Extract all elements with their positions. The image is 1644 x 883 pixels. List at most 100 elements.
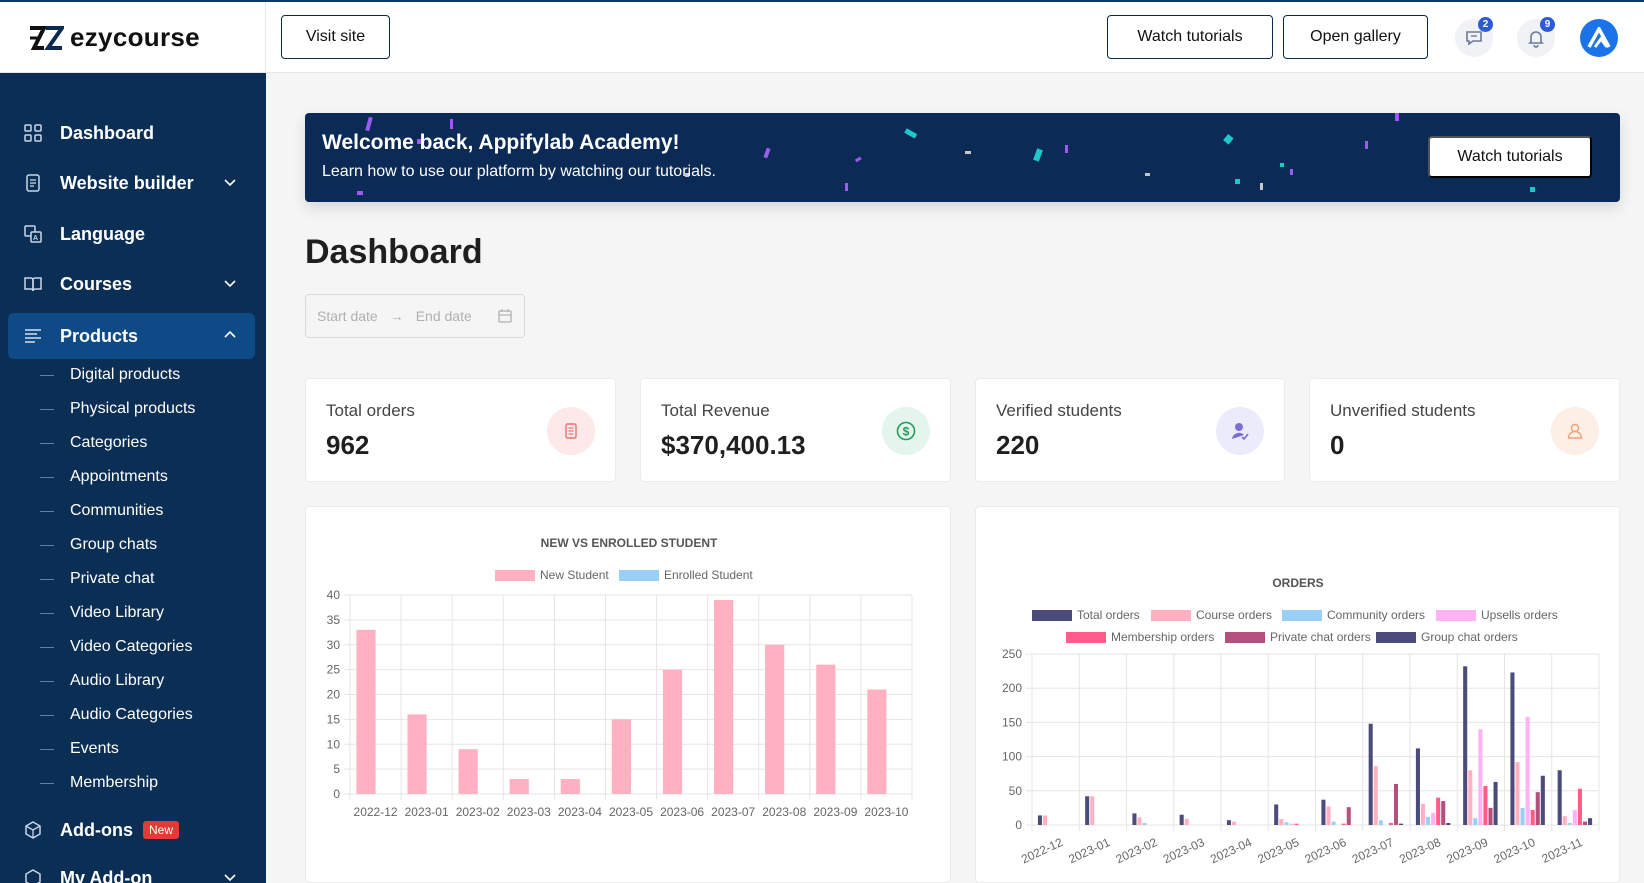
x-tick-label: 2023-09 [813,805,857,819]
bar [1515,762,1520,825]
bar [662,669,683,794]
sidebar-subitem-physical-products[interactable]: Physical products [40,394,195,424]
bar [1321,799,1326,825]
sidebar-subitem-audio-categories[interactable]: Audio Categories [40,700,193,730]
banner-watch-tutorials-button[interactable]: Watch tutorials [1428,136,1592,178]
sidebar-subitem-video-categories[interactable]: Video Categories [40,632,192,662]
bar [765,644,785,794]
bar [1388,822,1393,825]
x-tick-label: 2023-07 [1350,835,1396,866]
sidebar-subitem-events[interactable]: Events [40,734,119,764]
legend-label: Course orders [1196,608,1272,622]
bar [1525,716,1530,825]
notifications-badge: 9 [1540,17,1555,32]
bar [1483,786,1488,825]
bar [1431,812,1436,825]
legend-label: New Student [540,568,609,582]
x-tick-label: 2023-04 [558,805,602,819]
end-date-input[interactable]: End date [415,308,472,324]
svg-text:A: A [33,235,38,242]
bar [1279,818,1284,825]
sidebar-item-language[interactable]: A Language [8,211,255,257]
y-tick-label: 25 [327,663,341,677]
sidebar-item-dashboard[interactable]: Dashboard [8,110,255,156]
sidebar-subitem-communities[interactable]: Communities [40,496,163,526]
bar [1478,729,1483,825]
x-tick-label: 2022-12 [354,805,398,819]
stat-label: Total Revenue [661,401,770,420]
visit-site-button[interactable]: Visit site [281,15,390,59]
sidebar-item-products[interactable]: Products [8,313,255,359]
bar [1441,801,1446,825]
messages-button[interactable]: 2 [1455,17,1493,57]
sidebar-item-courses[interactable]: Courses [8,261,255,307]
sidebar-item-website-builder[interactable]: Website builder [8,160,255,206]
sidebar-item-label: Dashboard [60,122,155,143]
y-tick-label: 5 [333,762,340,776]
bar [356,629,376,794]
bar [1231,821,1237,825]
bar [1184,818,1189,825]
sidebar-item-label: Website builder [60,172,194,193]
stat-value: 0 [1330,430,1345,460]
x-tick-label: 2023-03 [507,805,551,819]
chevron-down-icon [224,280,236,288]
sidebar-item-my-addon[interactable]: My Add-on [8,855,255,883]
avatar[interactable] [1580,19,1618,57]
bar [1085,796,1090,825]
bar [1530,809,1535,825]
x-tick-label: 2023-09 [1444,835,1490,866]
confetti-decoration [357,113,1579,195]
x-tick-label: 2023-05 [1255,835,1301,866]
logo[interactable]: ezycourse [0,2,266,73]
x-tick-label: 2023-06 [660,805,704,819]
bar [1535,792,1540,825]
sidebar-subitem-digital-products[interactable]: Digital products [40,360,180,390]
y-tick-label: 10 [327,737,341,751]
bar [1378,820,1383,825]
bar [407,714,427,794]
sidebar-item-addons[interactable]: Add-ons New [8,807,255,853]
sidebar-subitem-private-chat[interactable]: Private chat [40,564,154,594]
legend-label: Group chat orders [1421,630,1518,644]
list-icon [22,325,44,347]
bar [1090,796,1095,825]
y-tick-label: 0 [333,787,340,801]
y-tick-label: 35 [327,613,341,627]
bar [1037,815,1042,825]
verified-user-icon [1216,407,1264,455]
sidebar-subitem-audio-library[interactable]: Audio Library [40,666,164,696]
logo-text: ezycourse [70,22,200,52]
sidebar-subitem-categories[interactable]: Categories [40,428,147,458]
sidebar-item-label: Add-ons [60,819,133,840]
bar [1572,809,1577,825]
y-tick-label: 0 [1015,818,1022,832]
bar [1493,781,1498,825]
date-range-picker[interactable]: Start date → End date [305,294,525,338]
addons-icon [22,819,44,841]
x-tick-label: 2023-05 [609,805,653,819]
legend-swatch [1436,610,1476,621]
sidebar-subitem-group-chats[interactable]: Group chats [40,530,157,560]
watch-tutorials-button[interactable]: Watch tutorials [1107,15,1273,59]
dollar-icon: $ [882,407,930,455]
chart-title: NEW VS ENROLLED STUDENT [541,536,718,550]
y-tick-label: 30 [327,638,341,652]
document-icon [22,172,44,194]
sidebar-subitem-video-library[interactable]: Video Library [40,598,164,628]
sidebar-item-label: Products [60,325,139,346]
y-tick-label: 150 [1002,715,1022,729]
x-tick-label: 2023-07 [711,805,755,819]
x-tick-label: 2023-02 [1114,835,1160,866]
start-date-input[interactable]: Start date [317,308,378,324]
notifications-button[interactable]: 9 [1517,17,1555,57]
open-gallery-button[interactable]: Open gallery [1283,15,1428,59]
welcome-banner: Welcome back, Appifylab Academy! Learn h… [305,113,1620,202]
legend-label: Total orders [1077,608,1140,622]
bar [1373,766,1378,825]
sidebar-subitem-membership[interactable]: Membership [40,768,158,798]
sidebar-subitem-appointments[interactable]: Appointments [40,462,168,492]
x-tick-label: 2023-01 [1066,835,1112,866]
legend-swatch [1376,632,1416,643]
bar [1368,723,1373,825]
